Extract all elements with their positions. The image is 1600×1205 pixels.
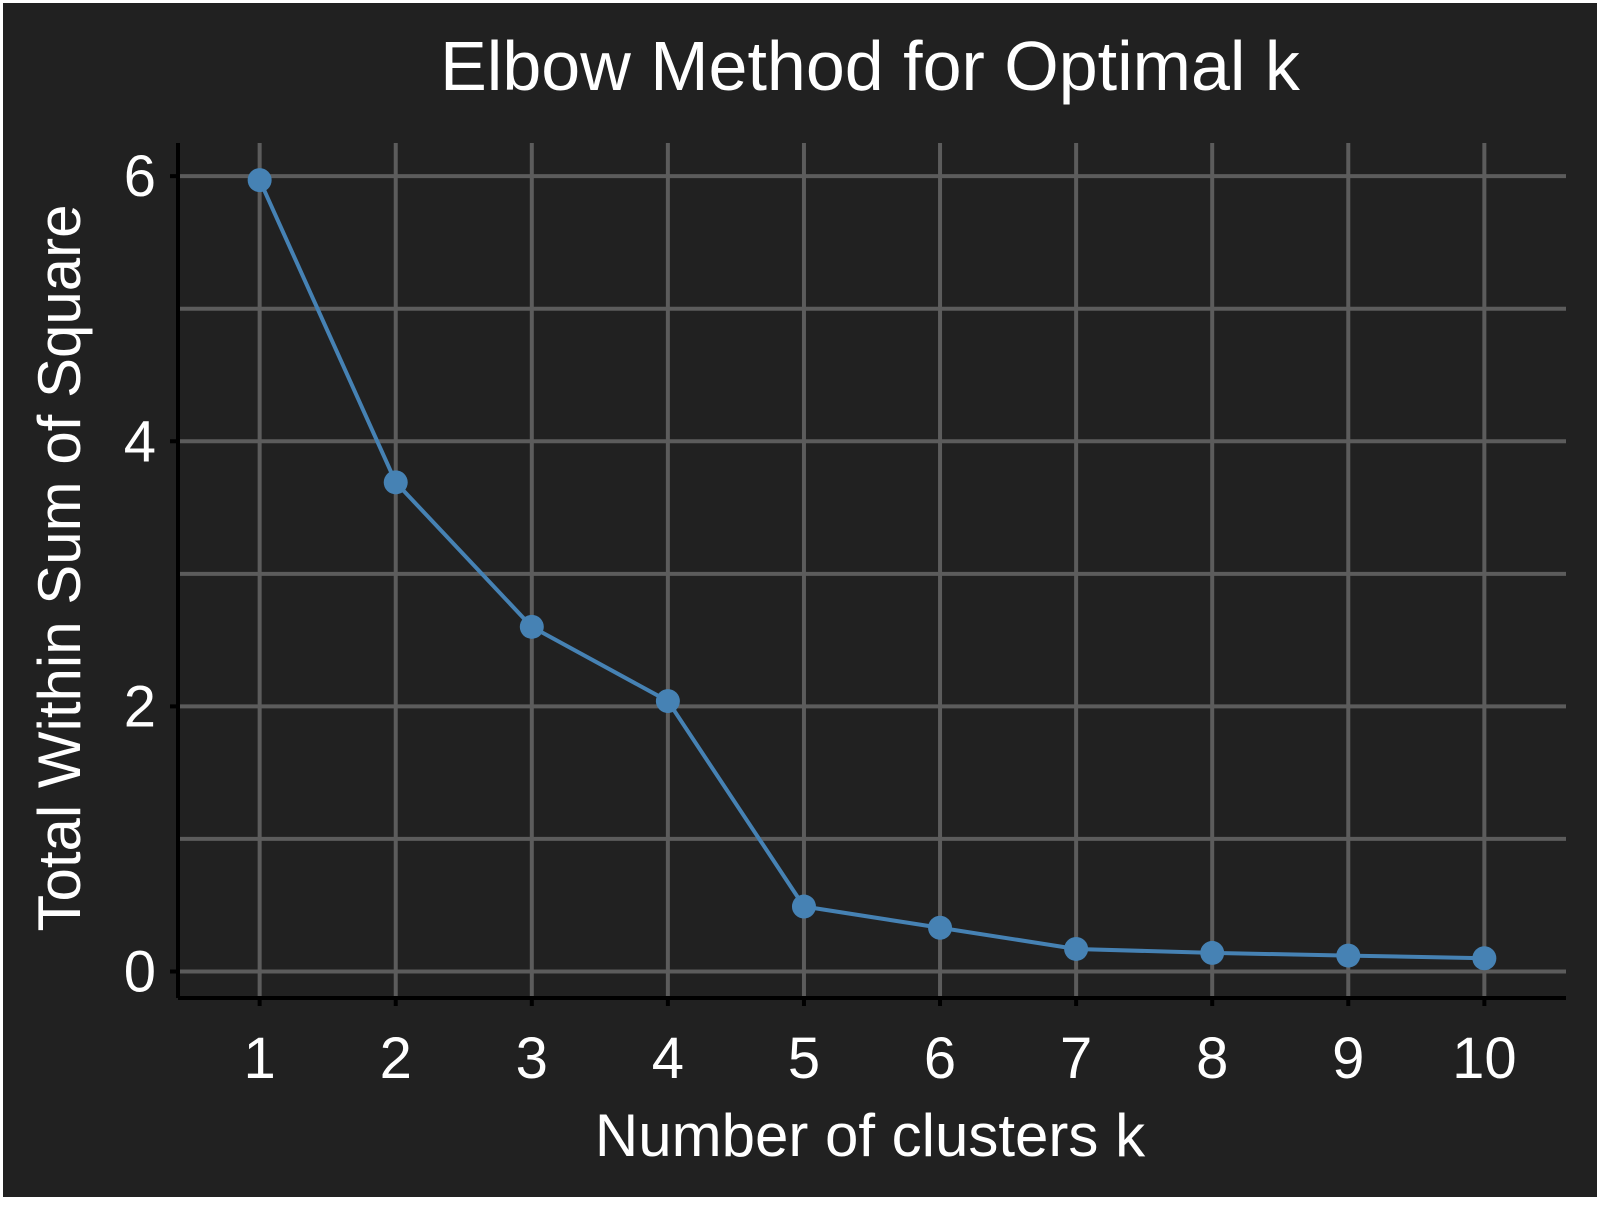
x-tick-label: 10	[1452, 1026, 1517, 1091]
x-tick-label: 7	[1060, 1026, 1092, 1091]
x-tick-label: 1	[244, 1026, 276, 1091]
y-tick-label: 6	[124, 144, 156, 209]
data-point	[1064, 936, 1089, 961]
x-tick-label: 4	[652, 1026, 684, 1091]
data-point	[791, 894, 816, 919]
data-point	[383, 470, 408, 495]
data-point	[247, 168, 272, 193]
data-point	[519, 614, 544, 639]
y-tick-label: 2	[124, 674, 156, 739]
x-tick-label: 8	[1196, 1026, 1228, 1091]
data-point	[1336, 943, 1361, 968]
y-tick-label: 4	[124, 409, 156, 474]
x-tick-label: 5	[788, 1026, 820, 1091]
series-line	[257, 179, 1485, 961]
x-tick-label: 2	[380, 1026, 412, 1091]
data-point	[655, 689, 680, 714]
x-axis-label: Number of clusters k	[595, 1102, 1146, 1169]
data-point	[928, 915, 953, 940]
series	[247, 168, 1497, 971]
x-tick-label: 9	[1332, 1026, 1364, 1091]
x-tick-label: 6	[924, 1026, 956, 1091]
chart-title: Elbow Method for Optimal k	[440, 27, 1301, 105]
data-point	[1200, 940, 1225, 965]
y-tick-label: 0	[124, 939, 156, 1004]
x-tick-label: 3	[516, 1026, 548, 1091]
tick-labels: 0 2 4 6 1 2 3 4 5 6 7 8 9 10	[124, 144, 1517, 1091]
axes	[170, 143, 1566, 1006]
y-axis-label: Total Within Sum of Square	[26, 204, 93, 931]
grid	[178, 143, 1566, 998]
data-point	[1472, 946, 1497, 971]
